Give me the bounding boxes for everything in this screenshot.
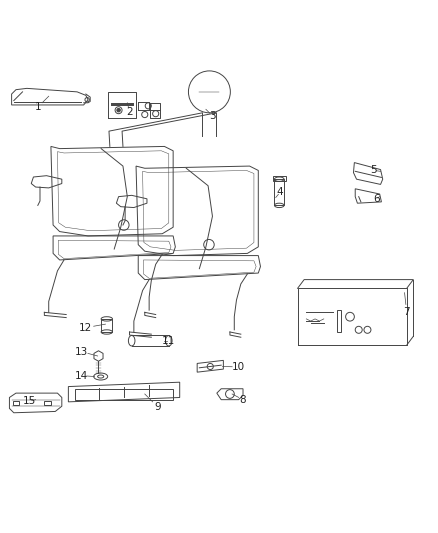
Text: 10: 10	[232, 362, 245, 372]
Text: 15: 15	[22, 396, 36, 406]
Circle shape	[117, 108, 120, 112]
Bar	[44, 401, 51, 405]
Bar	[337, 310, 341, 332]
Bar	[275, 179, 284, 205]
Bar	[273, 176, 286, 181]
Bar	[75, 389, 173, 400]
Bar	[13, 401, 19, 405]
Text: 8: 8	[240, 394, 246, 405]
Text: 12: 12	[79, 322, 92, 333]
Text: 4: 4	[277, 187, 283, 197]
Text: 2: 2	[126, 107, 133, 117]
Text: 7: 7	[403, 308, 410, 317]
Text: 11: 11	[162, 336, 175, 346]
Text: 5: 5	[371, 165, 377, 175]
Text: 13: 13	[75, 346, 88, 357]
Text: 9: 9	[155, 402, 161, 412]
Text: 3: 3	[209, 111, 216, 121]
Text: 14: 14	[75, 370, 88, 381]
Text: 6: 6	[373, 194, 379, 204]
Text: 1: 1	[35, 102, 41, 112]
Bar	[101, 319, 113, 332]
